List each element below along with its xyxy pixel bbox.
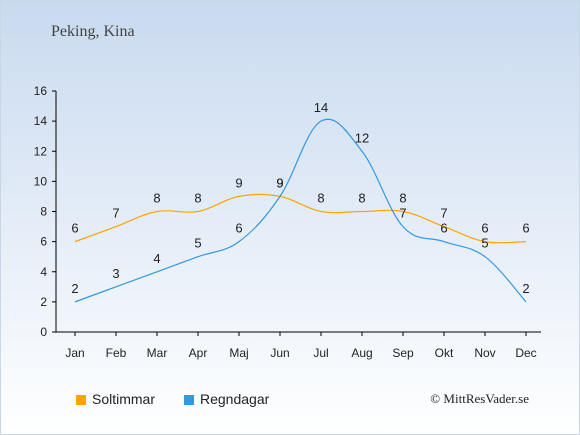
data-label-rain: 6 <box>440 221 447 236</box>
x-tick-label: Maj <box>229 346 248 360</box>
data-label-rain: 12 <box>355 130 369 145</box>
data-label-sun: 9 <box>276 175 283 190</box>
chart-title: Peking, Kina <box>51 23 135 40</box>
data-label-sun: 8 <box>358 191 365 206</box>
x-tick-label: Apr <box>189 346 208 360</box>
y-tick-label: 2 <box>40 295 47 309</box>
data-label-rain: 3 <box>112 266 119 281</box>
legend-item-rain: Regndagar <box>184 391 269 407</box>
data-label-rain: 6 <box>235 221 242 236</box>
series-line-sun <box>74 193 527 244</box>
x-tick-label: Jul <box>313 346 328 360</box>
data-label-sun: 6 <box>481 221 488 236</box>
data-label-rain: 2 <box>71 281 78 296</box>
x-tick-label: Nov <box>474 346 495 360</box>
axes: 0 2 4 6 8 10 12 14 16 Jan Feb Mar Apr Maj Jun Jul Aug Sep… <box>34 84 541 360</box>
data-label-rain: 14 <box>314 100 328 115</box>
series-lines <box>74 118 527 303</box>
series-line-rain <box>74 118 527 303</box>
y-tick-label: 8 <box>40 205 47 219</box>
legend-label-rain: Regndagar <box>200 391 270 407</box>
data-label-sun: 6 <box>522 221 529 236</box>
y-tick-label: 0 <box>40 325 47 339</box>
data-label-sun: 7 <box>440 206 447 221</box>
data-label-rain: 5 <box>194 236 201 251</box>
x-tick-label: Sep <box>392 346 414 360</box>
data-label-sun: 8 <box>194 191 201 206</box>
legend-swatch-sun <box>76 395 86 405</box>
data-label-sun: 8 <box>399 191 406 206</box>
y-tick-label: 10 <box>34 174 48 188</box>
x-tick-label: Mar <box>147 346 168 360</box>
legend-label-sun: Soltimmar <box>92 391 156 407</box>
y-tick-label: 12 <box>34 144 48 158</box>
x-tick-label: Dec <box>515 346 536 360</box>
data-label-sun: 9 <box>235 175 242 190</box>
y-tick-label: 14 <box>34 114 48 128</box>
x-tick-label: Jan <box>65 346 84 360</box>
x-tick-label: Jun <box>270 346 289 360</box>
copyright-text: © MittResVader.se <box>430 391 529 406</box>
legend-swatch-rain <box>184 395 194 405</box>
data-label-rain: 9 <box>276 175 283 190</box>
data-label-sun: 8 <box>317 191 324 206</box>
data-label-rain: 2 <box>522 281 529 296</box>
data-label-rain: 4 <box>153 251 160 266</box>
data-label-rain: 5 <box>481 236 488 251</box>
x-tick-label: Feb <box>106 346 127 360</box>
y-tick-label: 4 <box>40 265 47 279</box>
legend-item-sun: Soltimmar <box>76 391 155 407</box>
y-tick-label: 6 <box>40 235 47 249</box>
y-tick-label: 16 <box>34 84 48 98</box>
data-label-sun: 6 <box>71 221 78 236</box>
x-tick-label: Aug <box>351 346 372 360</box>
data-label-rain: 7 <box>399 206 406 221</box>
x-tick-label: Okt <box>435 346 454 360</box>
data-label-sun: 8 <box>153 191 160 206</box>
data-label-sun: 7 <box>112 206 119 221</box>
